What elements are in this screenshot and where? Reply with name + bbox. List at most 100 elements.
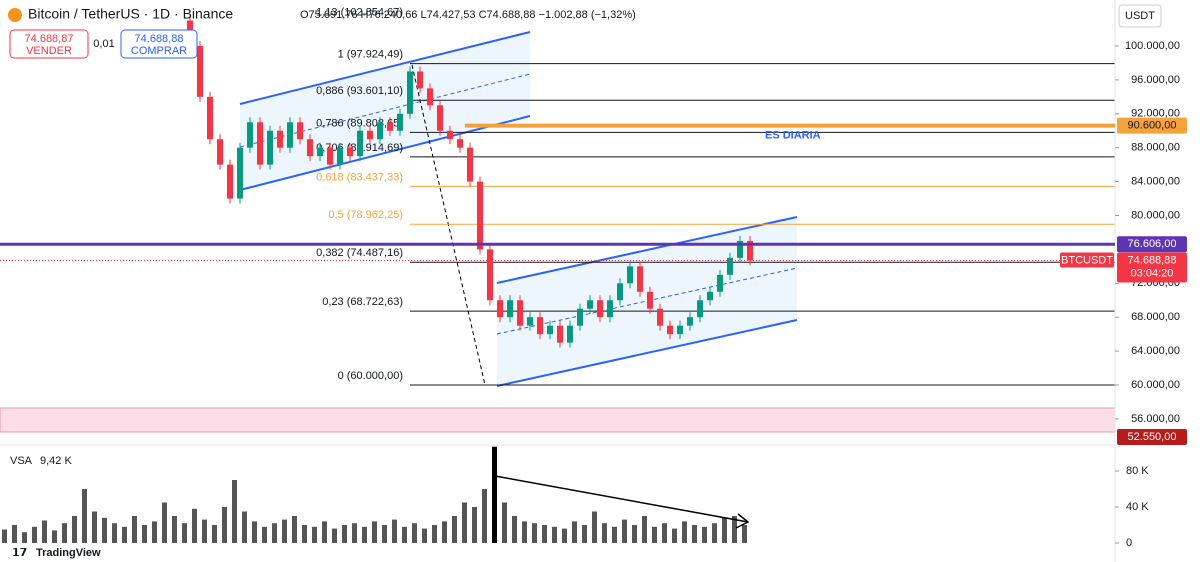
volume-bar [362, 526, 367, 543]
candle [567, 325, 573, 343]
volume-bar [372, 521, 377, 543]
volume-bar [602, 523, 607, 543]
volume-bar [572, 521, 577, 543]
volume-bar [282, 519, 287, 543]
candle [357, 130, 363, 157]
candle [297, 122, 303, 140]
channel-mid [496, 267, 798, 335]
volume-bar [162, 502, 167, 543]
fib-label: 0,5 (78.962,25) [328, 209, 403, 221]
currency[interactable]: USDT [1125, 10, 1155, 22]
price-tick-label: 64.000,00 [1131, 345, 1180, 357]
buy-label[interactable]: COMPRAR [131, 45, 187, 57]
volume-bar [102, 517, 107, 543]
candle [627, 266, 633, 284]
candle [407, 71, 413, 114]
candle [577, 308, 583, 326]
candle [347, 147, 353, 157]
channel-line [239, 115, 531, 191]
volume-bar [502, 502, 507, 543]
volume-bar [242, 511, 247, 543]
candle [607, 300, 613, 318]
candle [647, 291, 653, 309]
volume-bar [2, 529, 7, 543]
candle [477, 181, 483, 250]
volume-bar [482, 489, 487, 543]
volume-bar [312, 526, 317, 543]
candle [657, 308, 663, 326]
volume-bar [442, 521, 447, 543]
daily-badge-box [1117, 117, 1187, 134]
fib-label: 1,13 (102.854,67) [316, 7, 403, 19]
candle [697, 300, 703, 318]
volume-bar [432, 525, 437, 543]
volume-tick-label: 40 K [1126, 501, 1149, 513]
fib-label: 0,618 (83.437,33) [316, 171, 403, 183]
volume-bar [342, 525, 347, 543]
candle [517, 300, 523, 326]
sell-label[interactable]: VENDER [26, 45, 72, 57]
ohlc: O75.691,76 H76.240,66 L74.427,53 C74.688… [300, 9, 636, 21]
candle [617, 283, 623, 301]
symbol-title: Bitcoin / TetherUS · 1D · Binance [28, 6, 233, 22]
candle [317, 147, 323, 157]
currency-button[interactable] [1118, 4, 1162, 28]
buy-price[interactable]: 74.688,88 [135, 33, 184, 45]
channel-line [496, 319, 798, 387]
candle [537, 317, 543, 335]
volume-bar [462, 502, 467, 543]
volume-bar [732, 516, 737, 543]
buy-button[interactable] [120, 29, 198, 59]
sell-price[interactable]: 74.688,87 [25, 33, 74, 45]
price-tick-label: 84.000,00 [1131, 176, 1180, 188]
candle [717, 274, 723, 292]
sell-button[interactable] [9, 29, 89, 59]
candle [237, 147, 243, 199]
zone-box [1117, 429, 1187, 445]
candle [667, 325, 673, 335]
volume-bar [262, 526, 267, 543]
volume-bar [332, 528, 337, 543]
countdown: 03:04:20 [1131, 267, 1174, 279]
candle [497, 300, 503, 318]
volume-bar [542, 525, 547, 543]
volume-bar [412, 523, 417, 543]
fib-label: 0,886 (93.601,10) [316, 85, 403, 97]
candle [427, 88, 433, 106]
volume-bar [252, 521, 257, 543]
volume-bar [182, 523, 187, 543]
volume-bar [592, 511, 597, 543]
fib-label: 0,23 (68.722,63) [322, 296, 403, 308]
volume-bar [452, 516, 457, 543]
volume-bar [232, 480, 237, 543]
candle [247, 122, 253, 148]
volume-bar [672, 528, 677, 543]
price-tick-label: 100.000,00 [1125, 40, 1180, 52]
candle [437, 105, 443, 131]
volume-bar [82, 489, 87, 543]
candle [447, 130, 453, 140]
candle [377, 122, 383, 140]
spread: 0,01 [93, 38, 114, 50]
volume-bar [612, 526, 617, 543]
volume-bar [642, 516, 647, 543]
candle [507, 300, 513, 318]
candle [687, 317, 693, 326]
candle [467, 147, 473, 182]
price-tick-label: 80.000,00 [1131, 209, 1180, 221]
zone-badge: 52.550,00 [1128, 431, 1177, 443]
candle [737, 240, 743, 258]
candle [207, 96, 213, 140]
volume-bar [122, 526, 127, 543]
volume-bar [212, 525, 217, 543]
candle [487, 249, 493, 301]
candle [597, 300, 603, 318]
volume-bar [112, 523, 117, 543]
volume-bar [582, 525, 587, 543]
volume-bar [662, 523, 667, 543]
candle [227, 164, 233, 199]
coin-icon [8, 8, 22, 22]
volume-bar [512, 516, 517, 543]
candle [277, 130, 283, 148]
volume-bar [712, 523, 717, 543]
